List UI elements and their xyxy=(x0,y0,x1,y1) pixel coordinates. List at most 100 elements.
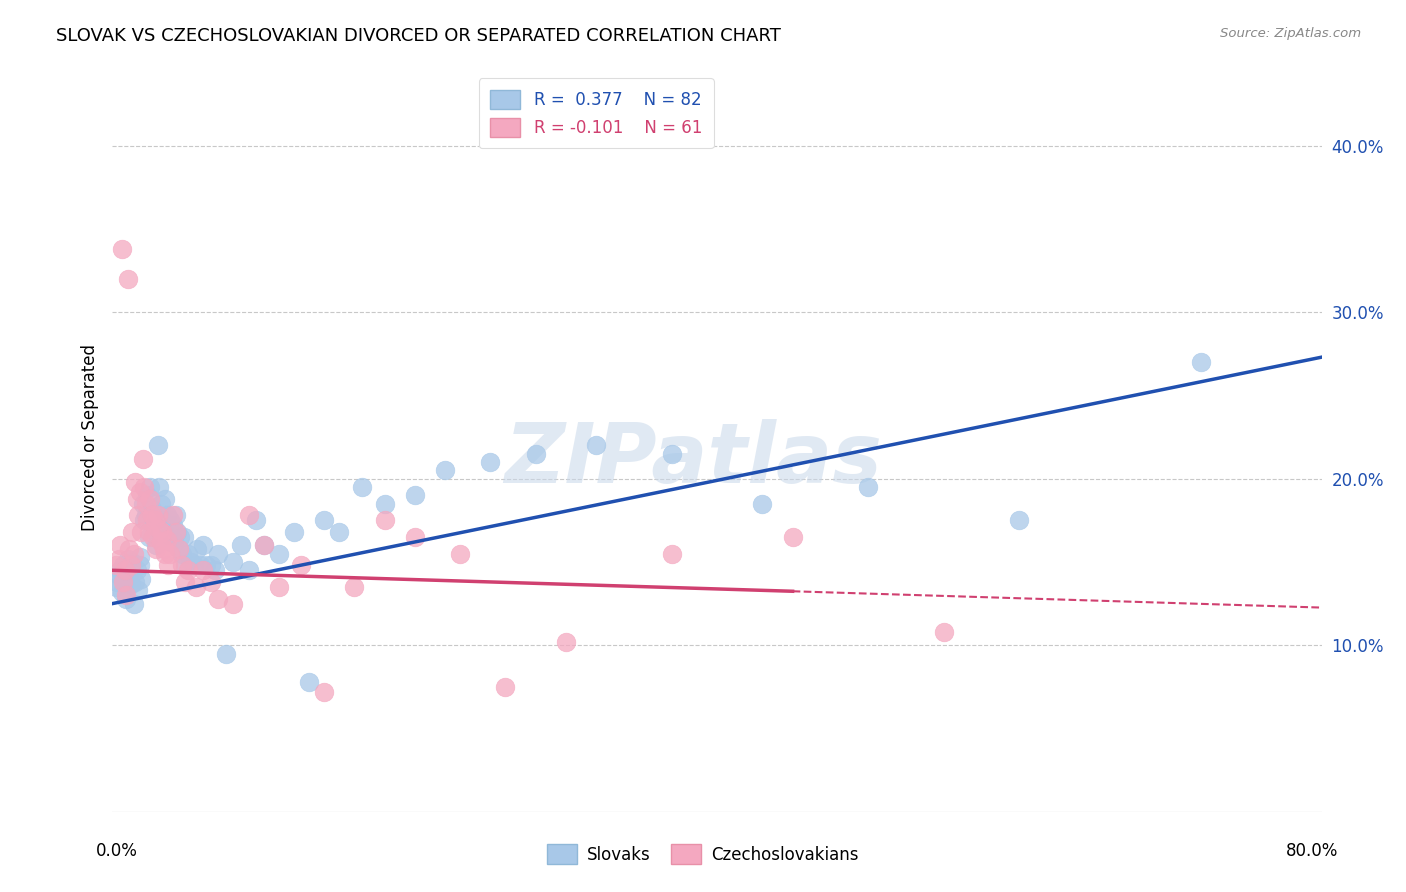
Point xyxy=(173,530,195,544)
Point xyxy=(661,447,683,461)
Point xyxy=(121,555,143,569)
Point xyxy=(215,647,238,661)
Point xyxy=(112,574,135,589)
Point xyxy=(138,530,160,544)
Point xyxy=(108,538,131,552)
Point xyxy=(129,572,152,586)
Point xyxy=(661,547,683,561)
Point xyxy=(200,574,222,589)
Point xyxy=(856,480,880,494)
Point xyxy=(114,563,136,577)
Point xyxy=(148,480,170,494)
Point xyxy=(229,538,252,552)
Point xyxy=(191,538,214,552)
Point xyxy=(132,451,155,466)
Point xyxy=(127,508,149,523)
Point xyxy=(751,497,773,511)
Point xyxy=(118,572,141,586)
Point xyxy=(167,541,190,556)
Point xyxy=(404,488,426,502)
Point xyxy=(112,558,135,573)
Point xyxy=(267,580,290,594)
Point xyxy=(115,588,138,602)
Point xyxy=(157,530,180,544)
Point xyxy=(162,518,184,533)
Y-axis label: Divorced or Separated: Divorced or Separated xyxy=(80,343,98,531)
Point xyxy=(374,513,396,527)
Point xyxy=(136,513,159,527)
Text: 80.0%: 80.0% xyxy=(1286,842,1339,860)
Point xyxy=(245,513,267,527)
Point xyxy=(114,574,136,589)
Point xyxy=(191,563,214,577)
Point xyxy=(134,513,156,527)
Point xyxy=(157,558,180,573)
Legend: R =  0.377    N = 82, R = -0.101    N = 61: R = 0.377 N = 82, R = -0.101 N = 61 xyxy=(478,78,714,148)
Point xyxy=(115,591,138,606)
Point xyxy=(160,535,183,549)
Point xyxy=(141,501,163,516)
Point xyxy=(180,555,202,569)
Point xyxy=(125,563,148,577)
Point xyxy=(149,497,172,511)
Point xyxy=(120,558,142,573)
Point xyxy=(162,508,184,523)
Point xyxy=(117,551,139,566)
Point xyxy=(155,547,177,561)
Point xyxy=(159,513,181,527)
Point xyxy=(554,635,576,649)
Point xyxy=(177,547,200,561)
Point xyxy=(150,513,173,527)
Point xyxy=(143,513,166,527)
Point xyxy=(125,491,148,506)
Point xyxy=(350,480,373,494)
Point xyxy=(107,551,129,566)
Point xyxy=(110,242,132,256)
Text: Source: ZipAtlas.com: Source: ZipAtlas.com xyxy=(1220,27,1361,40)
Point xyxy=(343,580,366,594)
Point xyxy=(170,558,193,573)
Point xyxy=(183,558,205,573)
Point xyxy=(149,535,172,549)
Text: 0.0%: 0.0% xyxy=(96,842,138,860)
Point xyxy=(143,524,166,539)
Point xyxy=(124,475,146,489)
Point xyxy=(128,549,150,564)
Point xyxy=(145,541,167,556)
Point xyxy=(167,541,190,556)
Point xyxy=(165,508,187,523)
Point xyxy=(177,563,200,577)
Point xyxy=(782,530,804,544)
Point xyxy=(139,480,162,494)
Point xyxy=(188,558,211,573)
Point xyxy=(433,463,456,477)
Point xyxy=(128,485,150,500)
Point xyxy=(150,524,173,539)
Point xyxy=(163,533,186,548)
Point xyxy=(495,680,517,694)
Point xyxy=(267,547,290,561)
Point xyxy=(156,533,179,548)
Point xyxy=(156,508,179,523)
Point xyxy=(155,491,177,506)
Point xyxy=(207,591,229,606)
Point xyxy=(174,574,197,589)
Point xyxy=(184,580,207,594)
Point xyxy=(122,547,145,561)
Point xyxy=(117,272,139,286)
Point xyxy=(138,524,160,539)
Point xyxy=(104,558,127,573)
Point xyxy=(142,513,165,527)
Point xyxy=(238,563,260,577)
Point xyxy=(159,547,181,561)
Point xyxy=(328,524,350,539)
Point xyxy=(139,491,162,506)
Point xyxy=(238,508,260,523)
Point xyxy=(132,497,155,511)
Point xyxy=(135,508,157,523)
Point xyxy=(932,624,955,639)
Point xyxy=(222,597,245,611)
Point xyxy=(148,522,170,536)
Point xyxy=(404,530,426,544)
Point xyxy=(110,585,132,599)
